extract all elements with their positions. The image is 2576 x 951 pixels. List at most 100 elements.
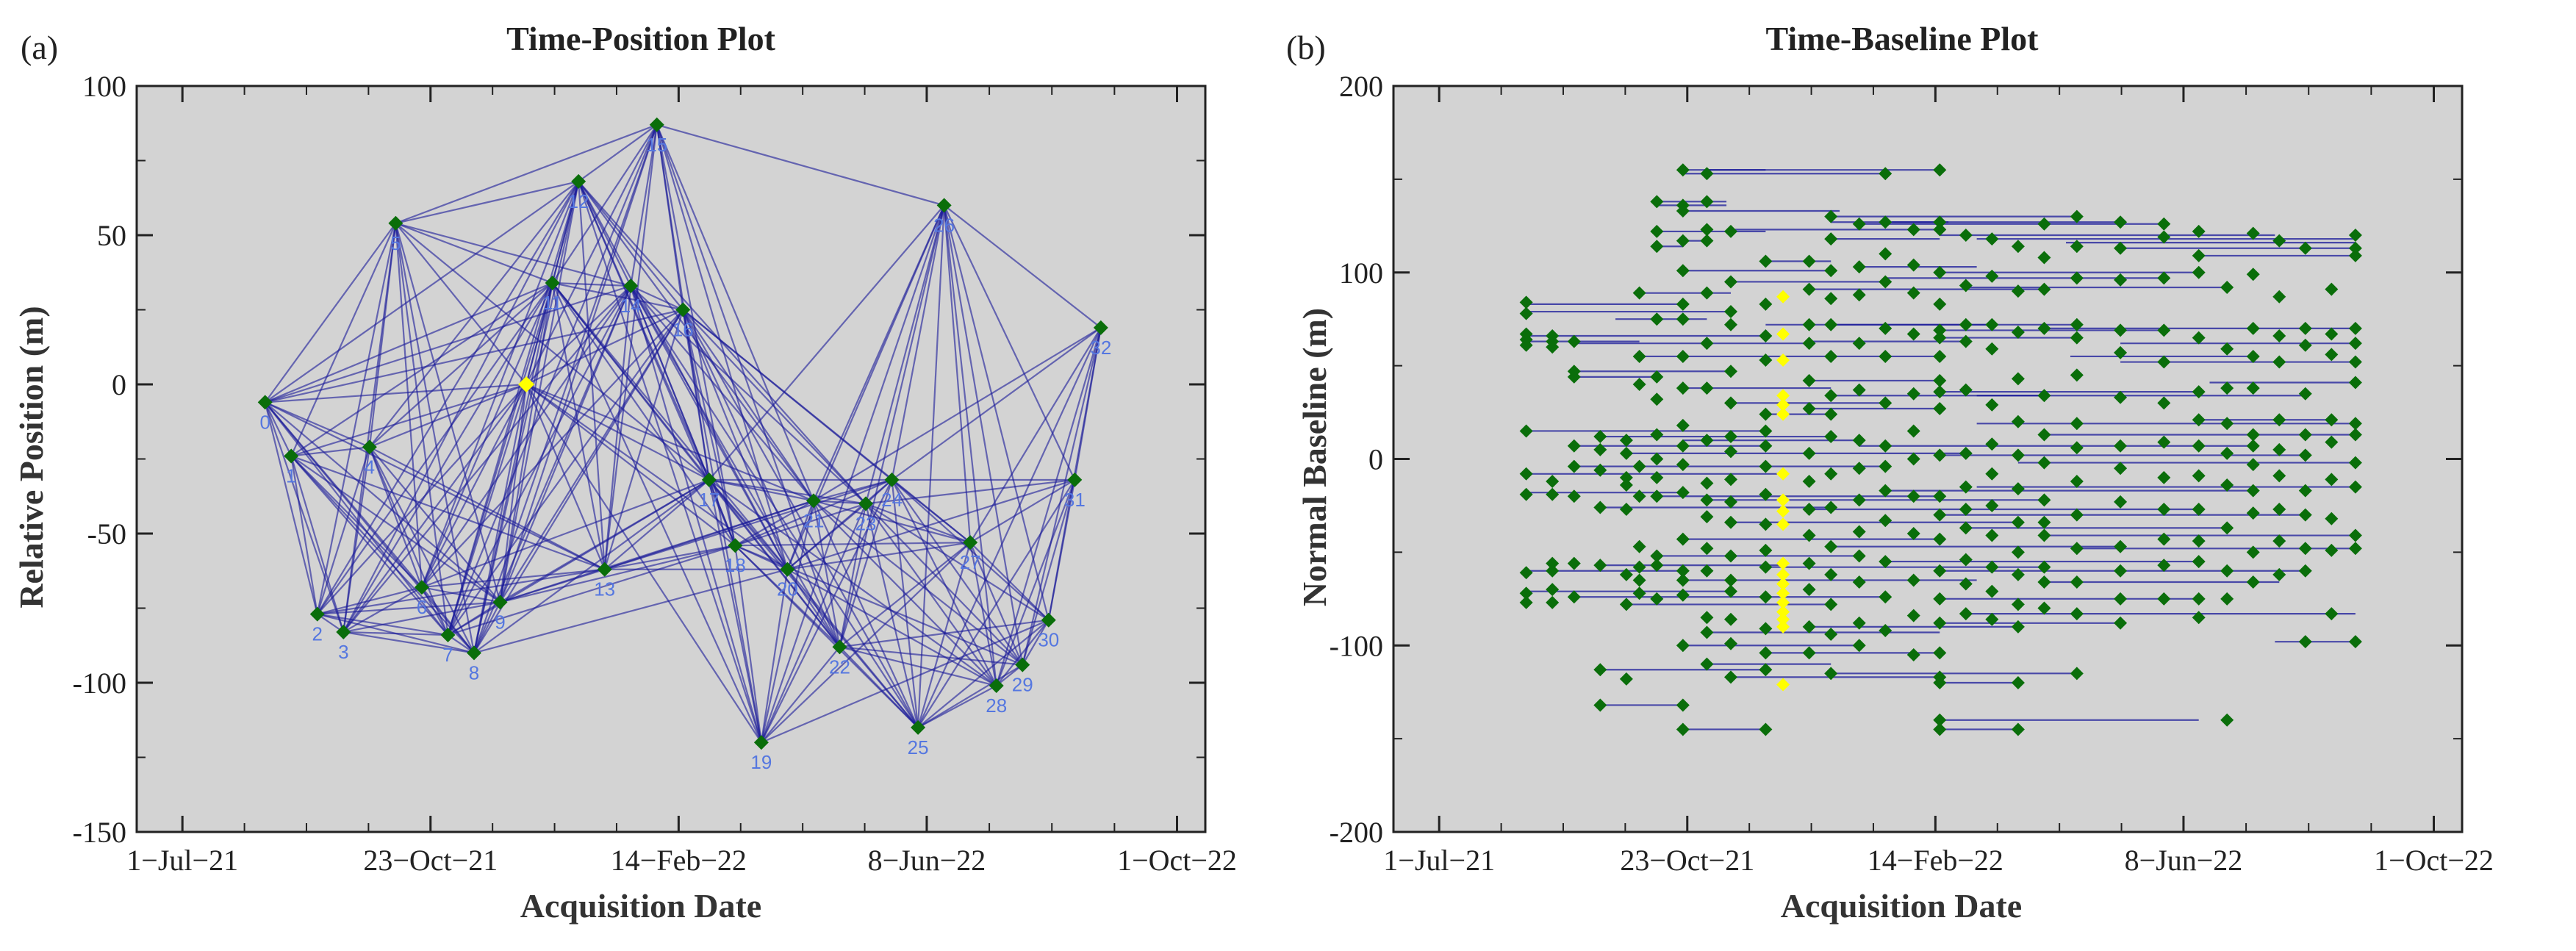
baseline-point (1650, 549, 1664, 563)
baseline-point (1519, 566, 1533, 580)
network-node (989, 678, 1004, 694)
baseline-point (1985, 342, 1999, 356)
baseline-point (2298, 338, 2312, 352)
baseline-point (1906, 609, 1920, 622)
network-edge (734, 500, 814, 547)
baseline-point (1959, 503, 1973, 517)
baseline-point (2114, 539, 2128, 553)
network-edge (891, 326, 1102, 481)
network-edge (342, 384, 527, 633)
network-node (780, 561, 795, 577)
baseline-point (1852, 337, 1866, 351)
network-edge (420, 586, 449, 636)
baseline-point (1724, 549, 1738, 563)
baseline-point (1879, 321, 1892, 335)
network-edge (865, 503, 997, 686)
node-label: 12 (568, 190, 589, 212)
baseline-point (2011, 284, 2025, 298)
baseline-point (2192, 224, 2206, 238)
network-edge (969, 478, 1075, 544)
network-edge (891, 205, 945, 481)
baseline-point (1985, 612, 1999, 626)
baseline-point (1802, 317, 1816, 331)
network-edge (447, 309, 684, 636)
baseline-point (1676, 204, 1690, 218)
baseline-point (1959, 607, 1973, 621)
baseline-point (1593, 463, 1607, 477)
baseline-point (2272, 534, 2286, 548)
baseline-point (2220, 478, 2234, 492)
baseline-point (1700, 337, 1714, 351)
baseline-point (1933, 223, 1947, 237)
baseline-point (1933, 616, 1947, 630)
baseline-point (1619, 470, 1633, 484)
network-node (675, 302, 691, 317)
baseline-point (1700, 542, 1714, 556)
network-edge (682, 309, 814, 501)
baseline-point (2192, 592, 2206, 606)
network-edge (499, 478, 710, 603)
node-label: 25 (908, 736, 929, 758)
baseline-point (1933, 349, 1947, 363)
baseline-point (2070, 331, 2084, 345)
reference-point (1776, 290, 1790, 304)
baseline-point (1724, 515, 1738, 529)
baseline-point (1593, 663, 1607, 677)
network-edge (734, 545, 762, 743)
network-edge (813, 326, 1102, 502)
baseline-point (1824, 567, 1838, 581)
baseline-point (1852, 549, 1866, 563)
network-edge (917, 327, 1102, 728)
baseline-point (1724, 445, 1738, 459)
baseline-point (2348, 635, 2362, 649)
node-label: 16 (672, 319, 694, 341)
network-edge (551, 282, 736, 546)
network-edge (943, 205, 997, 686)
network-node (911, 719, 926, 735)
network-edge (500, 545, 736, 603)
baseline-point (2157, 503, 2171, 517)
network-edge (995, 479, 1076, 686)
baseline-point (2037, 456, 2051, 470)
baseline-point (2037, 515, 2051, 529)
baseline-point (2348, 417, 2362, 431)
node-label: 24 (881, 489, 903, 511)
baseline-point (2070, 417, 2084, 431)
baseline-point (1852, 616, 1866, 630)
baseline-point (1933, 373, 1947, 387)
y-tick-label: 50 (97, 219, 126, 252)
baseline-point (1759, 354, 1773, 367)
network-edge (891, 479, 997, 686)
baseline-point (1933, 385, 1947, 399)
baseline-point (1700, 564, 1714, 578)
reference-point (1776, 354, 1790, 367)
network-edge (865, 478, 1075, 505)
network-edge (421, 568, 605, 589)
network-node (832, 639, 847, 655)
baseline-point (1700, 657, 1714, 671)
network-edge (917, 619, 1050, 728)
y-tick-label: -150 (73, 816, 126, 849)
baseline-point (1700, 476, 1714, 490)
reference-point (1776, 612, 1790, 626)
node-label: 20 (777, 578, 798, 600)
baseline-point (2011, 545, 2025, 559)
edge-layer (264, 123, 1102, 744)
baseline-point (2037, 321, 2051, 335)
network-edge (604, 545, 736, 570)
node-label: 7 (442, 644, 453, 666)
baseline-point (2011, 448, 2025, 462)
baseline-point (1933, 448, 1947, 462)
y-tick-label: -100 (1330, 629, 1383, 662)
baseline-point (1824, 539, 1838, 553)
network-edge (290, 455, 449, 636)
network-node (1093, 320, 1108, 335)
baseline-point (1879, 590, 1892, 604)
reference-point (1776, 517, 1790, 531)
baseline-point (2246, 506, 2260, 520)
baseline-point (2325, 543, 2339, 557)
network-node (388, 215, 403, 231)
baseline-point (1802, 254, 1816, 268)
baseline-point (1632, 539, 1646, 553)
network-node (440, 628, 456, 643)
